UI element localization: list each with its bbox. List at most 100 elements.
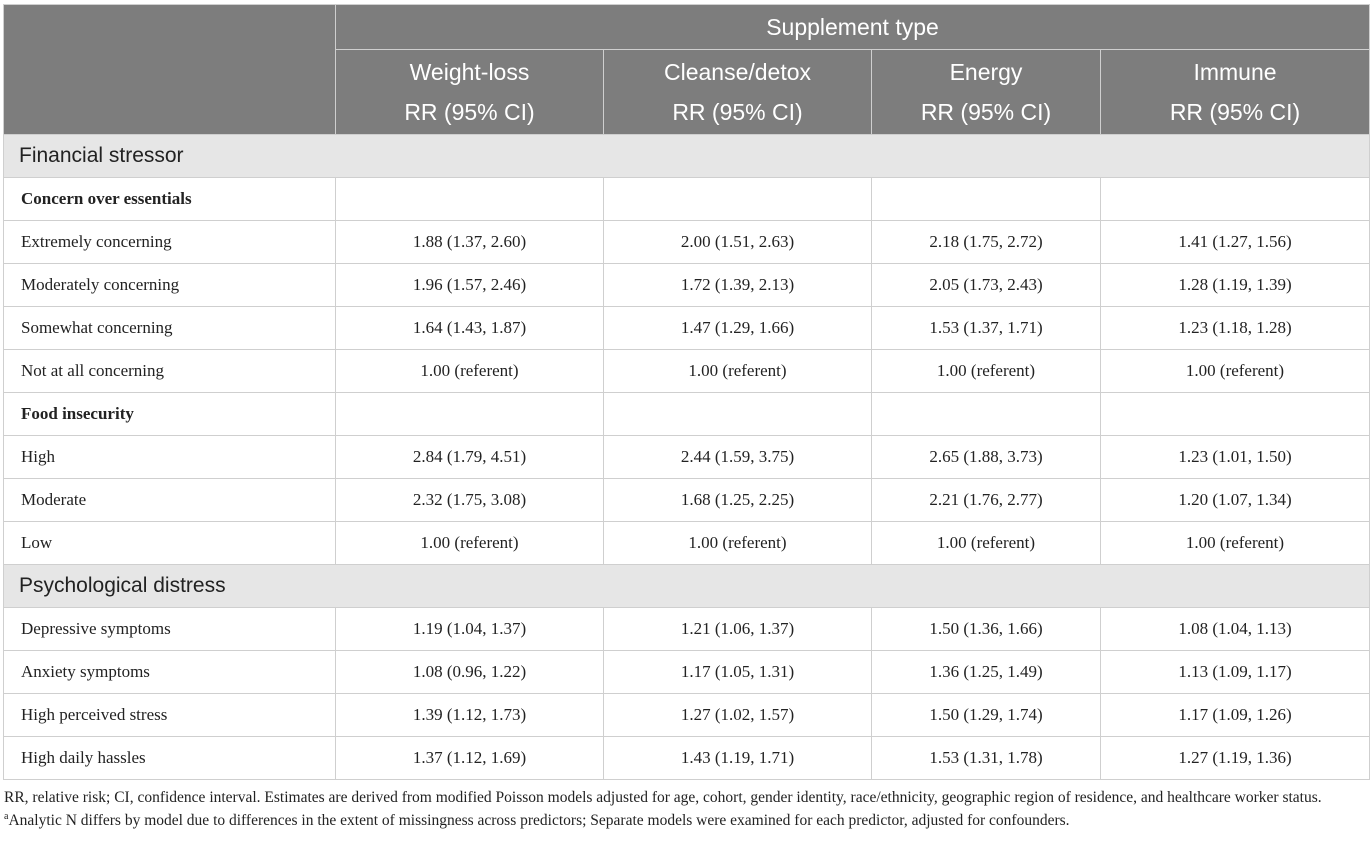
- row-label: Somewhat concerning: [3, 306, 336, 350]
- column-header-cleanse-detox: Cleanse/detox RR (95% CI): [603, 49, 872, 135]
- value-cell: 1.20 (1.07, 1.34): [1100, 478, 1370, 522]
- table-row: High daily hassles 1.37 (1.12, 1.69) 1.4…: [3, 736, 1370, 780]
- value-cell: 1.47 (1.29, 1.66): [603, 306, 872, 350]
- row-label: High: [3, 435, 336, 479]
- header-corner-cell: [3, 4, 336, 135]
- column-header-energy: Energy RR (95% CI): [871, 49, 1101, 135]
- value-cell: 1.43 (1.19, 1.71): [603, 736, 872, 780]
- column-stat: RR (95% CI): [1169, 99, 1301, 125]
- value-cell: 1.37 (1.12, 1.69): [335, 736, 604, 780]
- column-stat: RR (95% CI): [672, 99, 803, 125]
- table-row: High perceived stress 1.39 (1.12, 1.73) …: [3, 693, 1370, 737]
- row-label: Not at all concerning: [3, 349, 336, 393]
- value-cell: 1.08 (1.04, 1.13): [1100, 607, 1370, 651]
- empty-cell: [1100, 392, 1370, 436]
- subsection-row-food-insecurity: Food insecurity: [3, 392, 1370, 436]
- footnote-marker: a: [4, 811, 9, 822]
- table-row: High 2.84 (1.79, 4.51) 2.44 (1.59, 3.75)…: [3, 435, 1370, 479]
- empty-cell: [871, 177, 1101, 221]
- table-row: Low 1.00 (referent) 1.00 (referent) 1.00…: [3, 521, 1370, 565]
- analytic-n-note: aAnalytic N differs by model due to diff…: [4, 810, 1368, 832]
- table-row: Extremely concerning 1.88 (1.37, 2.60) 2…: [3, 220, 1370, 264]
- value-cell: 1.08 (0.96, 1.22): [335, 650, 604, 694]
- table-footnotes: RR, relative risk; CI, confidence interv…: [4, 787, 1368, 832]
- row-label: Extremely concerning: [3, 220, 336, 264]
- value-cell: 1.36 (1.25, 1.49): [871, 650, 1101, 694]
- value-cell: 1.53 (1.37, 1.71): [871, 306, 1101, 350]
- row-label: Low: [3, 521, 336, 565]
- empty-cell: [603, 177, 872, 221]
- empty-cell: [335, 177, 604, 221]
- empty-cell: [335, 392, 604, 436]
- value-cell: 1.13 (1.09, 1.17): [1100, 650, 1370, 694]
- header-row-group: Supplement type: [3, 4, 1370, 135]
- table-row: Somewhat concerning 1.64 (1.43, 1.87) 1.…: [3, 306, 1370, 350]
- column-name: Cleanse/detox: [663, 59, 812, 85]
- column-name: Weight-loss: [409, 59, 530, 85]
- value-cell: 1.00 (referent): [1100, 349, 1370, 393]
- column-stat: RR (95% CI): [404, 99, 535, 125]
- value-cell: 1.50 (1.36, 1.66): [871, 607, 1101, 651]
- table-header: Supplement type Weight-loss RR (95% CI) …: [3, 4, 1370, 135]
- column-stat: RR (95% CI): [920, 99, 1052, 125]
- value-cell: 1.00 (referent): [603, 349, 872, 393]
- value-cell: 1.27 (1.19, 1.36): [1100, 736, 1370, 780]
- empty-cell: [603, 392, 872, 436]
- value-cell: 1.21 (1.06, 1.37): [603, 607, 872, 651]
- value-cell: 1.27 (1.02, 1.57): [603, 693, 872, 737]
- table-row: Not at all concerning 1.00 (referent) 1.…: [3, 349, 1370, 393]
- value-cell: 1.00 (referent): [603, 521, 872, 565]
- value-cell: 1.00 (referent): [335, 521, 604, 565]
- value-cell: 1.64 (1.43, 1.87): [335, 306, 604, 350]
- value-cell: 1.17 (1.09, 1.26): [1100, 693, 1370, 737]
- column-name: Immune: [1193, 59, 1277, 85]
- row-label: High daily hassles: [3, 736, 336, 780]
- value-cell: 2.44 (1.59, 3.75): [603, 435, 872, 479]
- table-row: Moderately concerning 1.96 (1.57, 2.46) …: [3, 263, 1370, 307]
- value-cell: 1.00 (referent): [1100, 521, 1370, 565]
- value-cell: 2.21 (1.76, 2.77): [871, 478, 1101, 522]
- empty-cell: [1100, 177, 1370, 221]
- header-row-columns: Weight-loss RR (95% CI) Cleanse/detox RR…: [4, 49, 1370, 135]
- value-cell: 1.50 (1.29, 1.74): [871, 693, 1101, 737]
- subsection-title: Food insecurity: [3, 392, 336, 436]
- section-row-psychological-distress: Psychological distress: [3, 564, 1370, 608]
- empty-cell: [871, 392, 1101, 436]
- value-cell: 1.00 (referent): [335, 349, 604, 393]
- value-cell: 2.18 (1.75, 2.72): [871, 220, 1101, 264]
- value-cell: 1.41 (1.27, 1.56): [1100, 220, 1370, 264]
- value-cell: 1.96 (1.57, 2.46): [335, 263, 604, 307]
- table-row: Moderate 2.32 (1.75, 3.08) 1.68 (1.25, 2…: [3, 478, 1370, 522]
- supplement-type-header: Supplement type: [335, 4, 1370, 50]
- table-row: Anxiety symptoms 1.08 (0.96, 1.22) 1.17 …: [3, 650, 1370, 694]
- section-title: Psychological distress: [3, 564, 1370, 608]
- value-cell: 1.88 (1.37, 2.60): [335, 220, 604, 264]
- column-header-weight-loss: Weight-loss RR (95% CI): [335, 49, 604, 135]
- table-body: Financial stressor Concern over essentia…: [3, 134, 1370, 780]
- footnote-text: Analytic N differs by model due to diffe…: [8, 812, 1070, 829]
- value-cell: 2.00 (1.51, 2.63): [603, 220, 872, 264]
- value-cell: 1.68 (1.25, 2.25): [603, 478, 872, 522]
- value-cell: 1.28 (1.19, 1.39): [1100, 263, 1370, 307]
- column-header-immune: Immune RR (95% CI): [1100, 49, 1370, 135]
- value-cell: 1.23 (1.01, 1.50): [1100, 435, 1370, 479]
- results-table: Supplement type Weight-loss RR (95% CI) …: [3, 4, 1370, 780]
- value-cell: 2.84 (1.79, 4.51): [335, 435, 604, 479]
- row-label: Moderate: [3, 478, 336, 522]
- value-cell: 2.32 (1.75, 3.08): [335, 478, 604, 522]
- table-row: Depressive symptoms 1.19 (1.04, 1.37) 1.…: [3, 607, 1370, 651]
- value-cell: 1.19 (1.04, 1.37): [335, 607, 604, 651]
- value-cell: 1.53 (1.31, 1.78): [871, 736, 1101, 780]
- column-name: Energy: [949, 59, 1023, 85]
- value-cell: 2.65 (1.88, 3.73): [871, 435, 1101, 479]
- row-label: Moderately concerning: [3, 263, 336, 307]
- section-title: Financial stressor: [3, 134, 1370, 178]
- value-cell: 1.00 (referent): [871, 349, 1101, 393]
- abbreviations-note: RR, relative risk; CI, confidence interv…: [4, 789, 1322, 806]
- value-cell: 1.17 (1.05, 1.31): [603, 650, 872, 694]
- section-row-financial-stressor: Financial stressor: [3, 134, 1370, 178]
- row-label: Anxiety symptoms: [3, 650, 336, 694]
- subsection-title: Concern over essentials: [3, 177, 336, 221]
- subsection-row-concern-over-essentials: Concern over essentials: [3, 177, 1370, 221]
